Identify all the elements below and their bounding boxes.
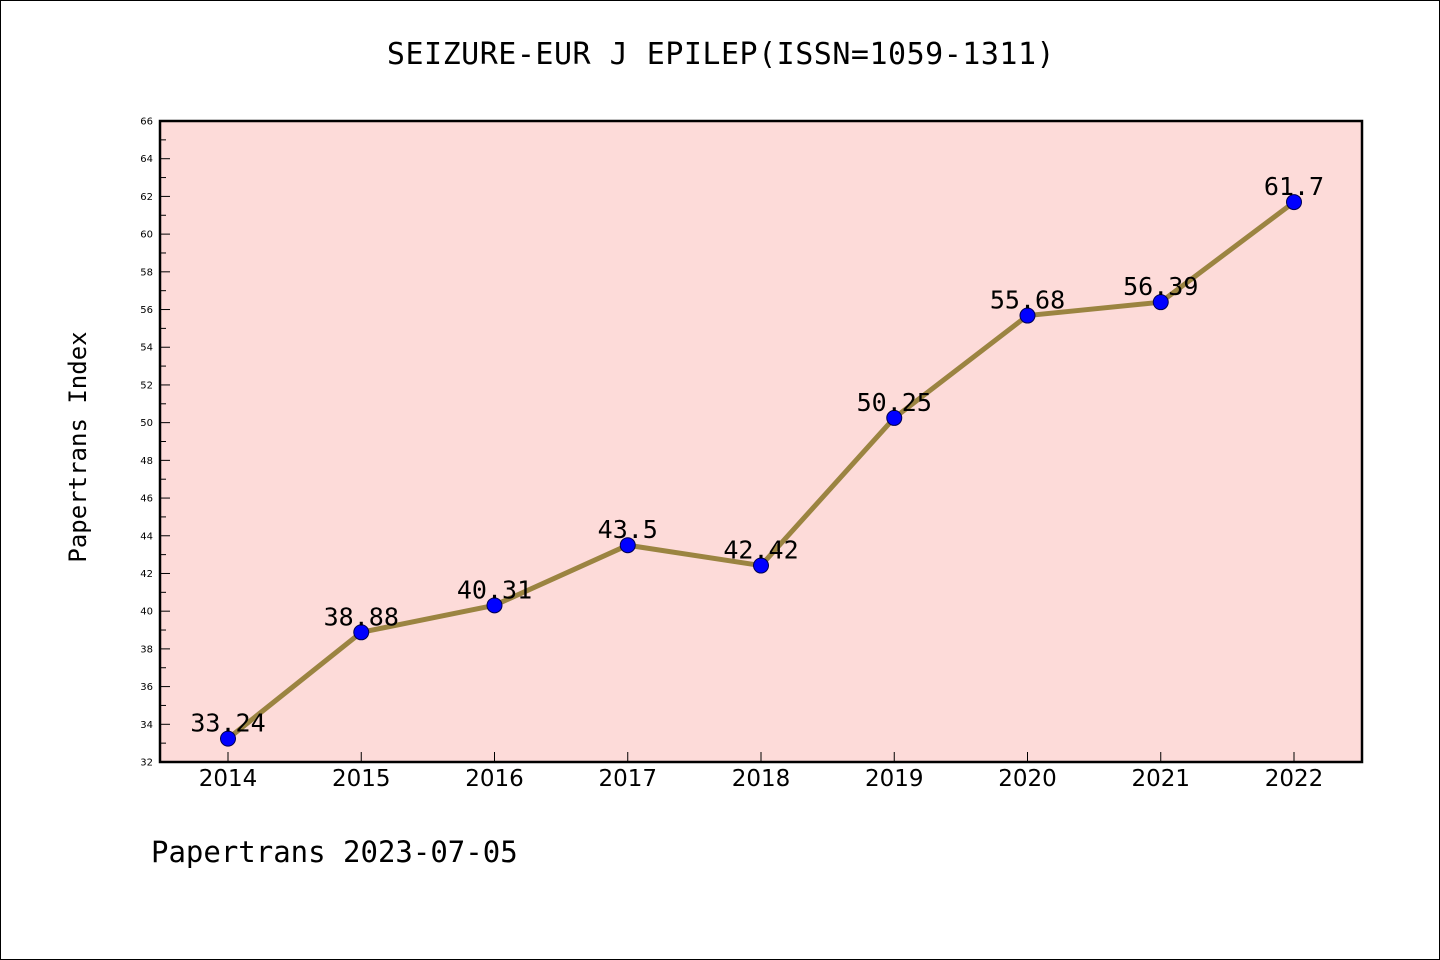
x-tick-label: 2021 [1131, 766, 1190, 792]
data-label: 42.42 [723, 536, 798, 565]
data-label: 43.5 [598, 515, 658, 544]
data-label: 55.68 [990, 286, 1065, 315]
data-label: 56.39 [1123, 272, 1198, 301]
data-point [1286, 194, 1302, 211]
x-tick-label: 2017 [598, 766, 657, 792]
data-label: 33.24 [190, 709, 265, 738]
y-tick-label: 46 [140, 494, 153, 505]
y-axis: 32 34 36 38 40 42 44 46 48 50 52 54 56 58 60 62 64 66 [140, 117, 170, 769]
y-tick-label: 50 [140, 418, 153, 429]
plot-area [158, 119, 1364, 764]
data-point [1019, 307, 1036, 324]
y-tick-label: 56 [140, 305, 153, 316]
y-tick-label: 40 [140, 607, 153, 618]
y-tick-label: 48 [140, 456, 153, 467]
footer-note: Papertrans 2023-07-05 [151, 835, 518, 869]
x-tick-label: 2014 [199, 766, 258, 792]
data-label: 50.25 [857, 388, 932, 417]
data-point [353, 624, 370, 641]
data-point [1152, 294, 1169, 311]
x-axis: 2014 2015 2016 2017 2018 2019 2020 2021 2022 [199, 752, 1324, 792]
y-tick-label: 54 [140, 343, 153, 354]
data-point [886, 409, 903, 426]
x-tick-label: 2018 [732, 766, 791, 792]
y-tick-label: 44 [140, 531, 153, 542]
y-tick-label: 38 [140, 644, 153, 655]
y-tick-label: 62 [140, 192, 153, 203]
y-tick-label: 34 [140, 720, 153, 731]
data-label-layer: 33.24 38.88 40.31 43.5 42.42 50.25 55.68 56.39 6… [190, 172, 1324, 738]
data-point [619, 537, 636, 554]
series-layer [220, 194, 1302, 747]
data-label: 38.88 [324, 602, 399, 631]
y-tick-label: 64 [140, 154, 153, 165]
y-tick-label: 60 [140, 230, 153, 241]
data-point [220, 730, 236, 747]
data-label: 40.31 [457, 575, 532, 604]
data-label: 61.7 [1264, 172, 1324, 201]
y-tick-label: 58 [140, 267, 153, 278]
data-point [486, 597, 503, 614]
chart-title: SEIZURE-EUR J EPILEP(ISSN=1059-1311) [386, 37, 1056, 72]
data-point [753, 557, 769, 574]
y-tick-label: 66 [140, 117, 153, 128]
x-tick-label: 2015 [332, 766, 391, 792]
x-tick-label: 2019 [865, 766, 924, 792]
x-tick-label: 2020 [998, 766, 1057, 792]
x-tick-label: 2016 [465, 766, 524, 792]
y-tick-label: 32 [140, 758, 153, 769]
y-tick-label: 52 [140, 380, 153, 391]
y-tick-label: 36 [140, 682, 153, 693]
y-tick-label: 42 [140, 569, 153, 580]
x-tick-label: 2022 [1265, 766, 1324, 792]
